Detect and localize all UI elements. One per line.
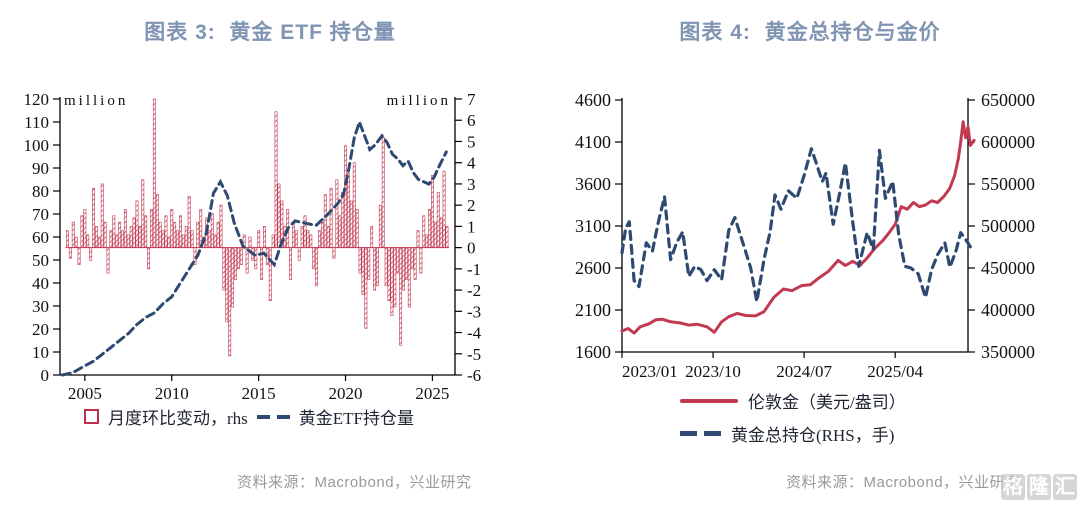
svg-text:2600: 2600	[575, 258, 611, 278]
chart3-legend: 月度环比变动，rhs 黄金ETF持仓量	[84, 404, 414, 429]
etf-line-label: 黄金ETF持仓量	[298, 409, 415, 428]
watermark-char: 隆	[1027, 474, 1051, 500]
svg-text:0: 0	[467, 239, 476, 258]
svg-text:3600: 3600	[575, 174, 611, 194]
svg-text:60: 60	[32, 228, 49, 247]
svg-text:550000: 550000	[981, 174, 1035, 194]
svg-text:110: 110	[24, 113, 49, 132]
svg-text:50: 50	[32, 251, 49, 270]
dashed-line-marker-icon	[256, 414, 290, 419]
svg-text:-2: -2	[467, 281, 481, 300]
svg-text:2010: 2010	[155, 384, 189, 403]
svg-text:30: 30	[32, 297, 49, 316]
svg-text:5: 5	[467, 132, 476, 151]
svg-text:2024/07: 2024/07	[776, 362, 832, 381]
chart4-legend: 伦敦金（美元/盎司） 黄金总持仓(RHS，手)	[680, 388, 906, 446]
chart3-title: 图表 3: 黄金 ETF 持仓量	[144, 21, 396, 44]
svg-text:80: 80	[32, 182, 49, 201]
gold-price-label: 伦敦金（美元/盎司）	[748, 393, 906, 412]
svg-text:million: million	[387, 93, 451, 109]
svg-text:4: 4	[467, 154, 476, 173]
svg-text:6: 6	[467, 111, 476, 130]
total-holdings-label: 黄金总持仓(RHS，手)	[731, 426, 895, 445]
svg-text:2025/04: 2025/04	[867, 362, 923, 381]
svg-text:7: 7	[467, 90, 476, 109]
svg-text:0: 0	[41, 366, 50, 385]
svg-text:3: 3	[467, 175, 476, 194]
svg-text:1600: 1600	[575, 342, 611, 362]
svg-text:-4: -4	[467, 324, 482, 343]
svg-text:40: 40	[32, 274, 49, 293]
gold-etf-holdings-chart: 0102030405060708090100110120-6-5-4-3-2-1…	[24, 90, 482, 403]
source-note-left: 资料来源：Macrobond，兴业研究	[237, 474, 472, 491]
svg-text:100: 100	[24, 136, 50, 155]
svg-text:2023/01: 2023/01	[622, 362, 678, 381]
svg-text:4600: 4600	[575, 90, 611, 110]
svg-text:600000: 600000	[981, 132, 1035, 152]
svg-text:3100: 3100	[575, 216, 611, 236]
svg-text:million: million	[64, 93, 128, 109]
svg-text:90: 90	[32, 159, 49, 178]
dashed-line-marker-icon	[680, 431, 721, 436]
solid-line-marker-icon	[680, 398, 738, 403]
chart4-title: 图表 4: 黄金总持仓与金价	[679, 21, 941, 44]
gelonghui-watermark-logo: 格 隆 汇	[1001, 474, 1077, 500]
svg-text:650000: 650000	[981, 90, 1035, 110]
legend-row-gold-price: 伦敦金（美元/盎司）	[680, 388, 906, 413]
bar-series-marker-icon	[84, 409, 99, 424]
watermark-char: 汇	[1053, 474, 1077, 500]
bar-series-label: 月度环比变动，rhs	[108, 409, 248, 428]
svg-text:2100: 2100	[575, 300, 611, 320]
svg-text:1: 1	[467, 217, 476, 236]
source-note-right: 资料来源：Macrobond，兴业研究	[786, 474, 1021, 491]
svg-text:4100: 4100	[575, 132, 611, 152]
svg-text:2023/10: 2023/10	[685, 362, 741, 381]
svg-text:450000: 450000	[981, 258, 1035, 278]
svg-text:20: 20	[32, 320, 49, 339]
svg-text:2025: 2025	[415, 384, 449, 403]
svg-text:350000: 350000	[981, 342, 1035, 362]
svg-text:120: 120	[24, 90, 50, 109]
legend-row-holdings: 黄金总持仓(RHS，手)	[680, 421, 906, 446]
svg-text:70: 70	[32, 205, 49, 224]
svg-text:-1: -1	[467, 260, 481, 279]
svg-text:10: 10	[32, 343, 49, 362]
svg-text:500000: 500000	[981, 216, 1035, 236]
svg-text:-5: -5	[467, 345, 481, 364]
svg-text:2005: 2005	[68, 384, 102, 403]
svg-text:2: 2	[467, 196, 476, 215]
svg-text:400000: 400000	[981, 300, 1035, 320]
svg-text:-6: -6	[467, 366, 481, 385]
watermark-char: 格	[1001, 474, 1025, 500]
svg-text:2020: 2020	[329, 384, 363, 403]
gold-total-holdings-price-chart: 1600 2100 2600 3100 3600 4100 4600 350000 400000…	[575, 90, 1035, 381]
svg-text:-3: -3	[467, 302, 481, 321]
svg-text:2015: 2015	[242, 384, 276, 403]
